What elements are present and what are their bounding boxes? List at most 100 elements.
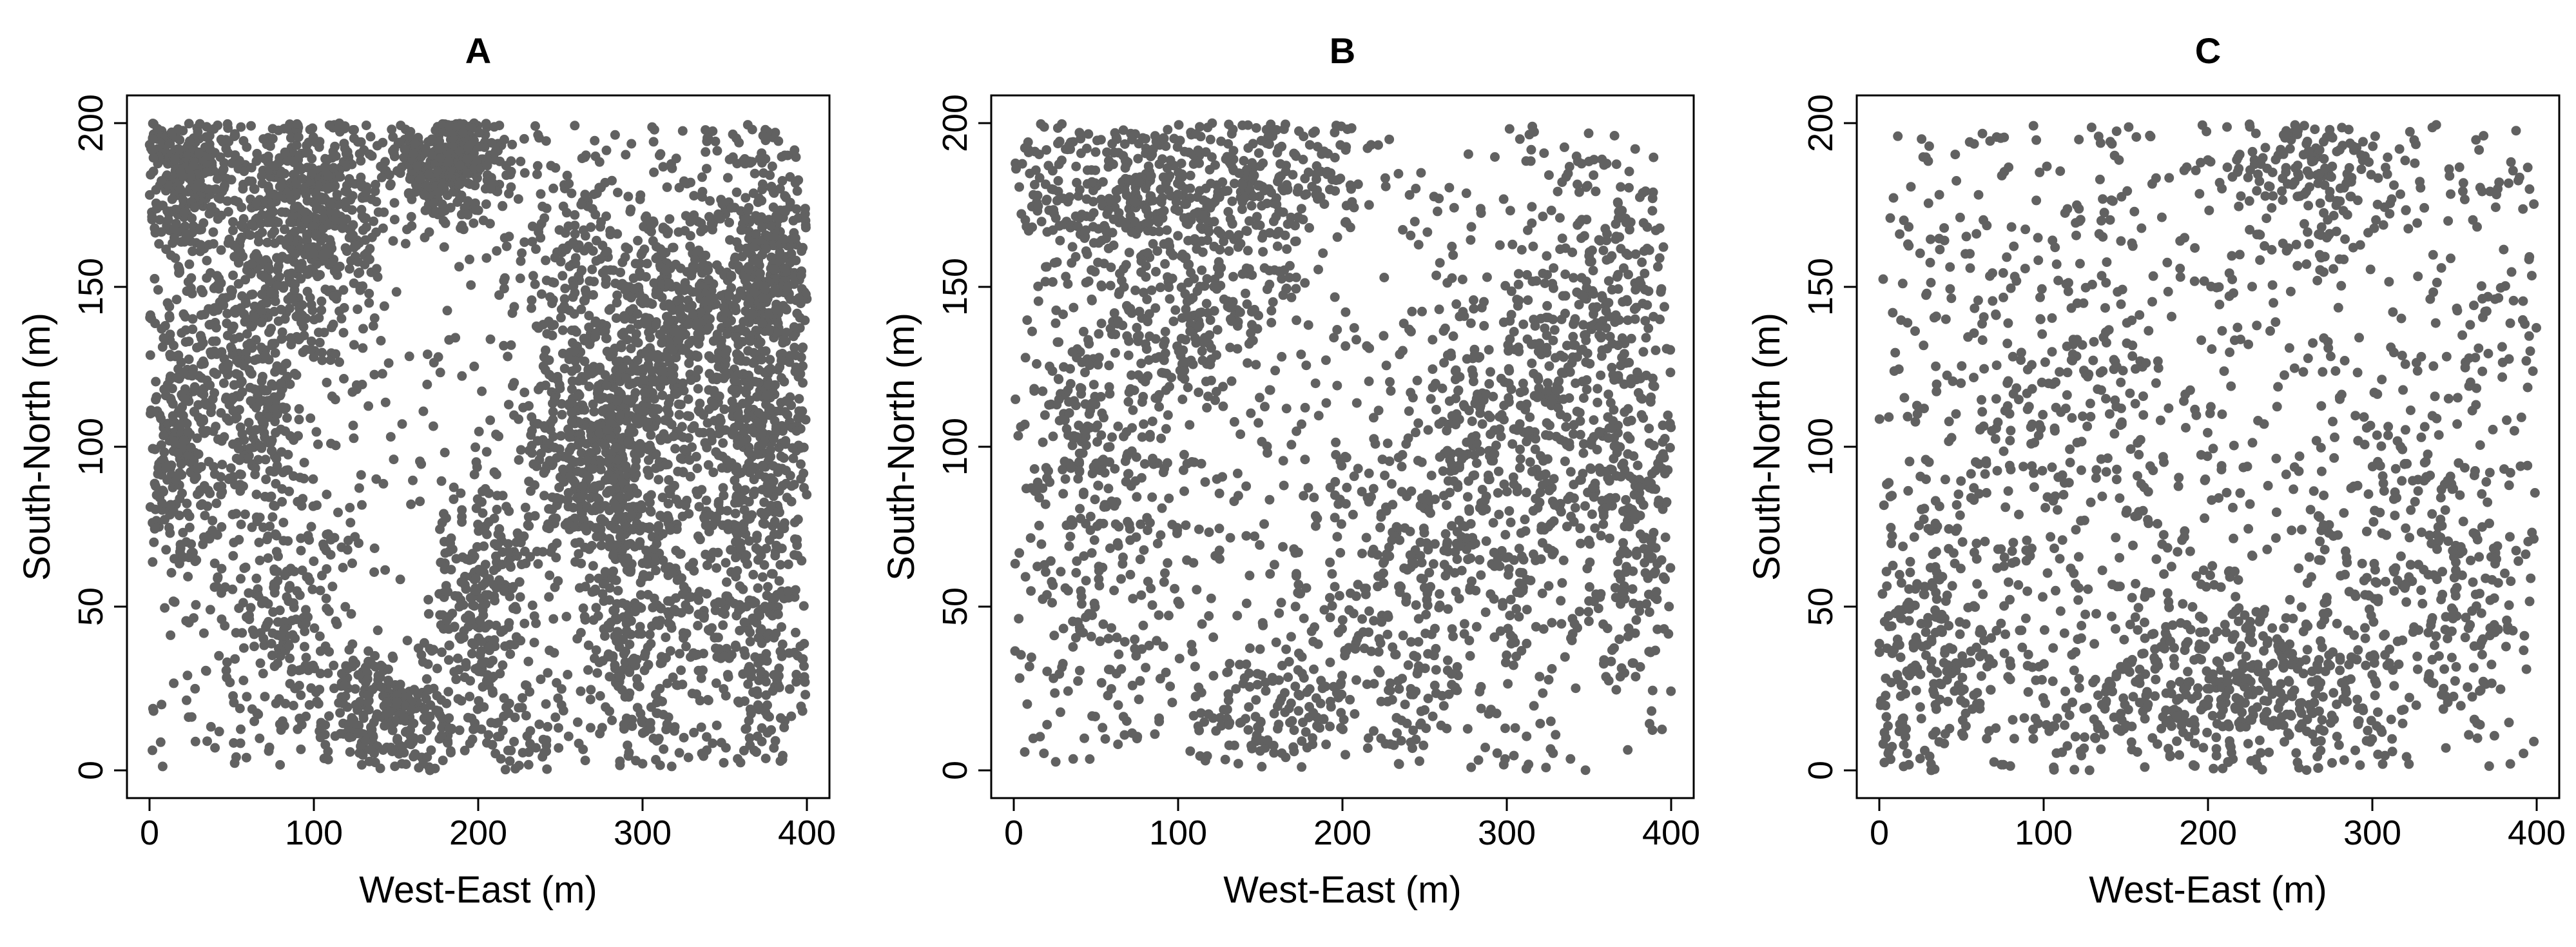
panel-a-point [732,530,742,540]
panel-a-point [321,593,331,603]
panel-a-point [546,161,556,171]
panel-a-point [500,765,510,775]
panel-a-point [559,301,569,311]
panel-a-point [345,747,355,757]
panel-a-point [402,224,412,235]
panel-a-point [228,270,238,280]
panel-a-point [744,295,755,305]
panel-a-point [214,727,224,737]
panel-a-point [570,325,580,335]
panel-a-point [290,683,300,694]
panel-a-point [591,256,601,266]
panel-a-point [205,380,215,391]
panel-a-point [767,161,777,171]
panel-a-point [471,205,481,215]
panel-a-point [357,500,367,510]
panel-a-point [275,760,286,770]
panel-a-point [561,612,572,621]
panel-a-point [746,465,757,475]
panel-a-point [338,327,349,338]
panel-a-point [611,356,621,367]
panel-a-point [192,433,202,444]
panel-a-point [762,700,772,710]
panel-a-point [426,721,436,730]
panel-a-point [499,693,509,703]
panel-a-point [518,693,527,703]
panel-a-point [590,523,601,533]
panel-a-point [684,433,693,443]
panel-a-point [361,187,371,197]
panel-a-point [223,359,233,369]
panel-a-point [467,649,477,659]
panel-a-point [753,689,762,699]
panel-a-point [675,263,686,273]
panel-a-point [624,567,634,577]
panel-a-point [711,447,721,457]
panel-a-point [607,716,617,725]
panel-a-point [615,268,626,278]
panel-a-point [744,381,754,391]
panel-a-point [174,144,184,155]
panel-a-point [640,571,650,581]
panel-a-point [369,543,380,553]
panel-a-point [424,169,434,179]
panel-a-point [444,611,454,621]
panel-a-point [625,667,635,678]
panel-a-point [765,170,775,181]
panel-a-point [536,189,546,199]
panel-a-point [363,646,374,656]
panel-a-point [190,736,200,747]
panel-a-point [584,322,594,333]
panel-a-point [689,727,699,737]
panel-a-point [718,438,728,448]
panel-a-point [150,523,160,534]
panel-a-point [621,600,632,610]
panel-a-point [388,146,398,156]
panel-a-point [446,565,456,575]
panel-a-point [760,601,770,612]
panel-a-point [155,215,165,225]
panel-a-point [229,251,240,262]
panel-a-point [666,623,677,633]
panel-a-points [144,118,812,776]
panel-a-point [177,488,187,498]
panel-a-point [649,167,659,177]
panel-a-point [679,633,689,643]
panel-a-point [242,142,252,152]
panel-a-point [291,140,302,150]
panel-a-point [171,475,181,485]
panel-a-point [229,758,240,768]
panel-a-point [631,415,641,425]
panel-a-point [406,211,416,222]
panel-a-point [489,635,499,645]
panel-a-point [155,737,166,747]
panel-a-point [150,273,160,284]
panel-a-point [789,145,800,155]
panel-a-point [307,123,318,133]
panel-a-point [623,539,634,549]
panel-a-point [383,358,394,368]
panel-a-point [789,518,800,527]
panel-a-point [276,378,286,389]
panel-a-point [655,149,666,159]
panel-a-point [613,627,623,638]
panel-a-point [499,284,509,294]
panel-a-point [263,553,273,563]
panel-a-point [286,268,296,278]
panel-a-point [723,519,733,529]
panel-a-point [768,461,779,471]
panel-a-point [567,188,577,199]
panel-a-point [753,700,763,710]
panel-a-point [309,556,319,567]
panel-a-point [245,338,255,348]
panel-a-point [325,235,335,245]
panel-a-point [463,196,473,206]
panel-a-point [356,759,367,770]
panel-a-point [697,172,707,182]
panel-a-point [503,351,513,362]
panel-a-point [699,513,709,523]
panel-a-point [661,460,671,470]
panel-a-point [681,211,691,221]
panel-a-point [205,605,215,615]
panel-a-point [602,425,612,435]
